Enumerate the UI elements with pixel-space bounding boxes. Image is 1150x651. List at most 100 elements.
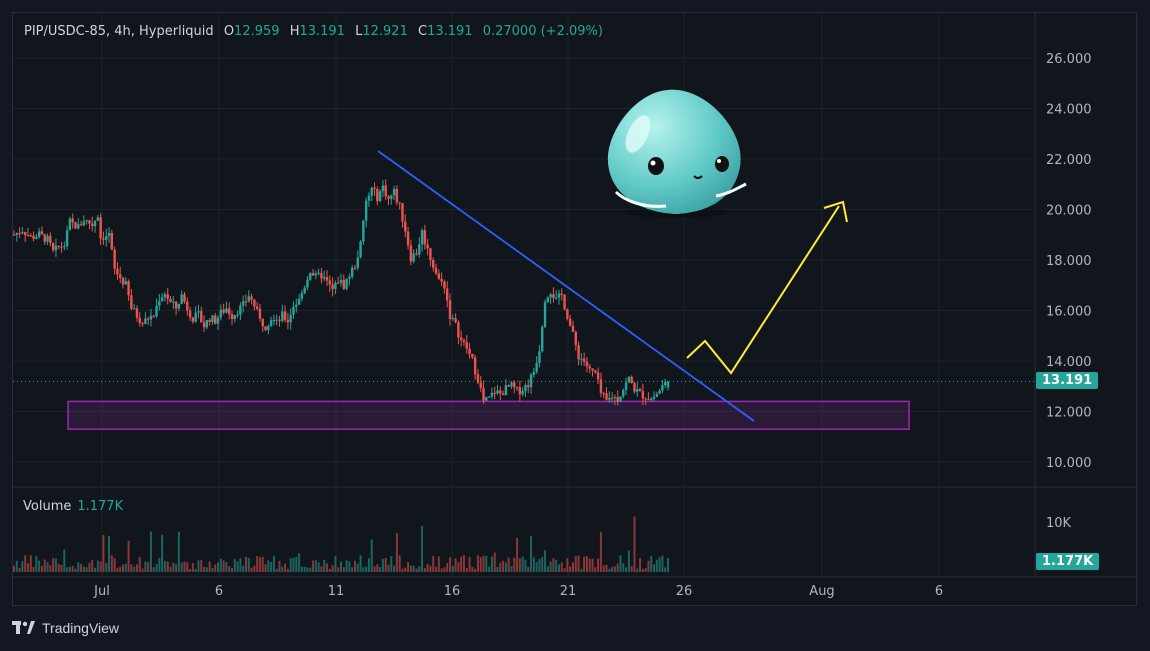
volume-bar	[169, 567, 172, 572]
low-label: L	[355, 24, 363, 39]
volume-bar	[161, 534, 164, 572]
volume-bar	[493, 552, 496, 572]
candle-body	[211, 315, 214, 322]
volume-bar	[429, 565, 432, 572]
high-value: 13.191	[299, 24, 345, 39]
candle-body	[160, 297, 164, 301]
volume-bar	[650, 555, 653, 572]
candle-body	[599, 379, 603, 394]
volume-bar	[496, 566, 499, 572]
candle-body	[507, 385, 510, 387]
candle-body	[641, 391, 645, 399]
volume-bar	[398, 555, 401, 572]
candle-body	[337, 282, 340, 284]
candle-body	[241, 301, 245, 306]
tradingview-label: TradingView	[42, 620, 120, 636]
candle-body	[451, 318, 454, 320]
candle-body	[549, 294, 552, 298]
volume-bar	[289, 558, 292, 572]
high-label: H	[289, 24, 300, 39]
candle-body	[482, 388, 485, 401]
volume-bar	[200, 560, 203, 572]
volume-bar	[636, 568, 639, 572]
volume-bar	[387, 564, 390, 572]
chart-header: PIP/USDC-85, 4h, Hyperliquid O12.959 H13…	[24, 24, 603, 39]
volume-bar	[203, 566, 206, 572]
volume-bars	[13, 516, 669, 572]
volume-bar	[510, 566, 513, 572]
candle-body	[510, 382, 513, 387]
volume-bar	[258, 557, 261, 572]
volume-bar	[412, 565, 415, 572]
candle-body	[644, 398, 647, 400]
volume-bar	[644, 568, 647, 572]
volume-bar	[571, 562, 574, 572]
volume-bar	[105, 563, 108, 572]
volume-bar	[381, 558, 384, 572]
candle-body	[233, 314, 236, 320]
candle-body	[448, 300, 452, 320]
candle-body	[415, 253, 418, 255]
time-tick-label: Aug	[809, 584, 834, 599]
candle-body	[443, 281, 446, 289]
candle-body	[513, 382, 516, 388]
volume-bar	[454, 558, 457, 572]
candle-body	[541, 326, 544, 352]
volume-bar	[566, 558, 569, 572]
candle-body	[582, 358, 586, 362]
volume-bar	[119, 566, 122, 572]
volume-bar	[323, 559, 326, 572]
candle-body	[278, 319, 281, 321]
volume-bar	[602, 565, 605, 572]
volume-bar	[197, 560, 200, 572]
time-tick-label: 11	[328, 584, 345, 599]
volume-bar	[68, 566, 71, 572]
candle-body	[580, 358, 583, 360]
volume-bar	[172, 562, 175, 572]
volume-bar	[476, 555, 479, 572]
time-tick-label: 26	[676, 584, 693, 599]
volume-bar	[443, 567, 446, 572]
candle-body	[74, 222, 77, 229]
volume-bar	[337, 567, 340, 572]
candle-body	[311, 272, 315, 276]
candle-body	[650, 398, 653, 401]
candle-body	[12, 234, 16, 236]
candle-body	[630, 376, 633, 384]
candle-body	[350, 267, 354, 277]
candle-body	[149, 315, 153, 320]
support-zone	[67, 400, 910, 430]
candle-body	[60, 246, 63, 248]
volume-bar	[222, 560, 225, 572]
tradingview-branding[interactable]: TradingView	[12, 620, 119, 636]
volume-bar	[549, 561, 552, 572]
volume-bar	[530, 535, 533, 572]
volume-bar	[449, 557, 451, 572]
volume-bar	[96, 560, 99, 572]
candle-body	[116, 268, 119, 275]
candle-body	[124, 281, 127, 285]
volume-bar	[544, 550, 547, 572]
candle-body	[163, 294, 167, 298]
candle-body	[107, 232, 111, 236]
candle-body	[499, 390, 502, 394]
candle-body	[440, 278, 443, 282]
volume-bar	[499, 562, 502, 572]
axes: 26.000 24.000 22.000 20.000 18.000 16.000 14.0…	[93, 52, 1091, 599]
candle-body	[426, 244, 429, 249]
candle-body	[228, 308, 231, 315]
trendline	[377, 150, 755, 422]
candle-body	[655, 393, 659, 397]
symbol-label[interactable]: PIP/USDC-85, 4h, Hyperliquid	[24, 24, 214, 39]
price-tick-label: 20.000	[1046, 204, 1092, 219]
candle-body	[588, 366, 591, 369]
candle-body	[613, 396, 617, 399]
volume-bar	[468, 556, 471, 572]
candle-body	[627, 376, 631, 383]
volume-bar	[384, 557, 387, 572]
volume-bar	[432, 556, 435, 572]
candle-body	[465, 342, 468, 349]
candle-body	[208, 320, 211, 322]
volume-bar	[166, 561, 169, 572]
